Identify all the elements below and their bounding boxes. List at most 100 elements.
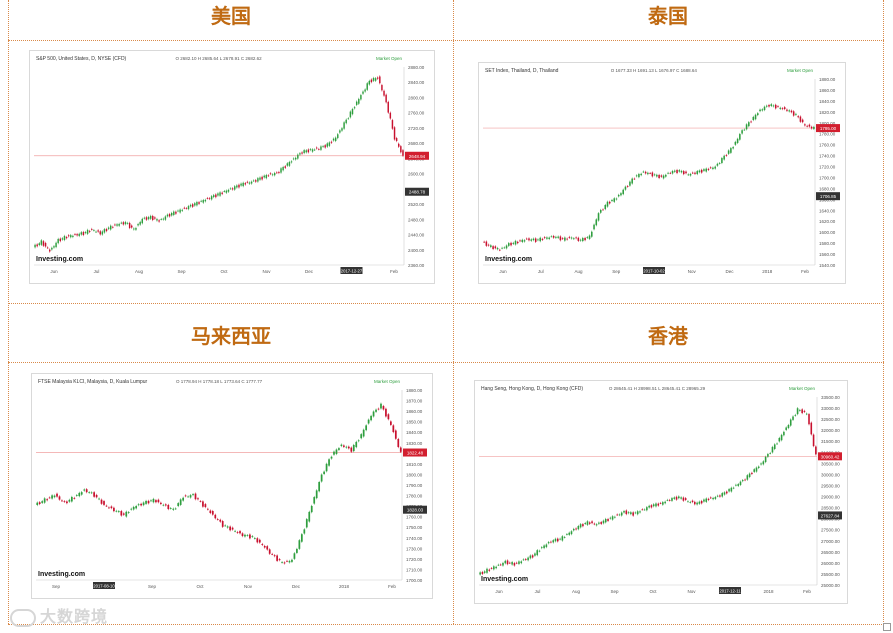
candle xyxy=(335,449,338,455)
candle xyxy=(714,166,716,169)
candle xyxy=(367,419,370,424)
candle xyxy=(559,236,562,241)
y-tick-label: 1840.00 xyxy=(819,99,836,104)
candle xyxy=(805,413,808,415)
candle xyxy=(82,232,85,235)
price-label-bg xyxy=(403,448,427,457)
candle xyxy=(199,501,202,502)
candle xyxy=(625,510,628,515)
candle xyxy=(207,508,209,510)
candle xyxy=(497,564,500,566)
candle xyxy=(158,220,160,222)
resize-handle[interactable] xyxy=(883,623,891,631)
candle xyxy=(510,242,512,246)
candle xyxy=(340,444,343,447)
candle xyxy=(292,158,295,160)
candle xyxy=(261,544,264,545)
candle xyxy=(225,190,228,193)
x-tick-label: Oct xyxy=(196,584,204,589)
y-tick-label: 1810.00 xyxy=(406,462,423,467)
candle xyxy=(730,487,733,492)
x-tick-label: 2018 xyxy=(339,584,350,589)
candle xyxy=(284,166,286,168)
y-tick-label: 1640.00 xyxy=(819,208,836,213)
y-tick-label: 1700.00 xyxy=(406,578,423,583)
candle xyxy=(349,111,352,118)
candle xyxy=(56,493,58,497)
price-label: 30960.42 xyxy=(821,454,840,459)
candle xyxy=(139,221,141,225)
candle xyxy=(75,495,78,497)
candle xyxy=(774,104,777,109)
candle xyxy=(604,204,607,210)
candle xyxy=(315,490,318,499)
candle xyxy=(539,237,541,242)
x-tick-highlight xyxy=(719,587,741,594)
candle xyxy=(208,198,211,200)
secondary-label-bg xyxy=(818,511,842,520)
candle xyxy=(108,507,110,509)
candle xyxy=(155,500,157,503)
candle xyxy=(105,229,108,232)
candle xyxy=(547,542,550,544)
candle xyxy=(58,496,61,500)
candle xyxy=(490,245,492,248)
candle xyxy=(169,508,172,509)
candle xyxy=(777,106,779,108)
candle xyxy=(559,538,561,540)
x-tick-highlight xyxy=(643,267,665,274)
candle xyxy=(797,116,799,118)
x-tick-label: Oct xyxy=(220,269,228,274)
candle xyxy=(499,564,502,566)
candle xyxy=(792,416,794,420)
candle xyxy=(689,173,692,176)
y-tick-label: 32500.00 xyxy=(821,417,840,422)
candle xyxy=(773,444,776,450)
candle xyxy=(582,238,584,242)
candle xyxy=(788,110,790,112)
candle xyxy=(215,194,217,198)
candle xyxy=(639,511,641,513)
secondary-price-label: 2488.78 xyxy=(409,190,426,195)
candle xyxy=(44,242,47,247)
chart-svg: S&P 500, United States, D, NYSE (CFD) O 2… xyxy=(34,56,429,274)
candle xyxy=(355,441,358,448)
candle xyxy=(141,218,144,224)
candle xyxy=(483,241,485,243)
y-tick-label: 1830.00 xyxy=(406,441,423,446)
candle xyxy=(263,545,266,548)
candle xyxy=(700,169,703,173)
candle xyxy=(296,548,298,553)
candle xyxy=(490,568,493,569)
candle xyxy=(115,510,118,512)
candle xyxy=(227,189,230,192)
secondary-label-bg xyxy=(816,192,840,201)
candle xyxy=(76,234,78,236)
candle xyxy=(591,231,593,237)
candle xyxy=(67,235,70,237)
candle xyxy=(330,141,333,143)
candle xyxy=(543,545,545,549)
candle xyxy=(698,501,701,504)
ohlc-readout: O 1778.94 H 1778.18 L 1773.64 C 1777.77 xyxy=(176,379,263,384)
candle xyxy=(226,526,229,528)
candle xyxy=(149,215,152,219)
candle xyxy=(768,104,770,107)
candle xyxy=(370,79,373,83)
candle xyxy=(481,572,484,574)
candle xyxy=(352,444,355,452)
candle xyxy=(48,497,51,499)
candle xyxy=(707,168,710,170)
candle xyxy=(65,237,68,239)
candle xyxy=(694,172,696,174)
candle xyxy=(229,526,231,531)
candle xyxy=(531,555,534,558)
candle xyxy=(377,408,380,410)
candle xyxy=(379,76,381,84)
candle xyxy=(166,214,169,217)
candle xyxy=(117,511,120,512)
candle xyxy=(70,235,72,238)
candle xyxy=(51,495,53,499)
candle xyxy=(214,514,217,519)
candle xyxy=(700,500,703,504)
